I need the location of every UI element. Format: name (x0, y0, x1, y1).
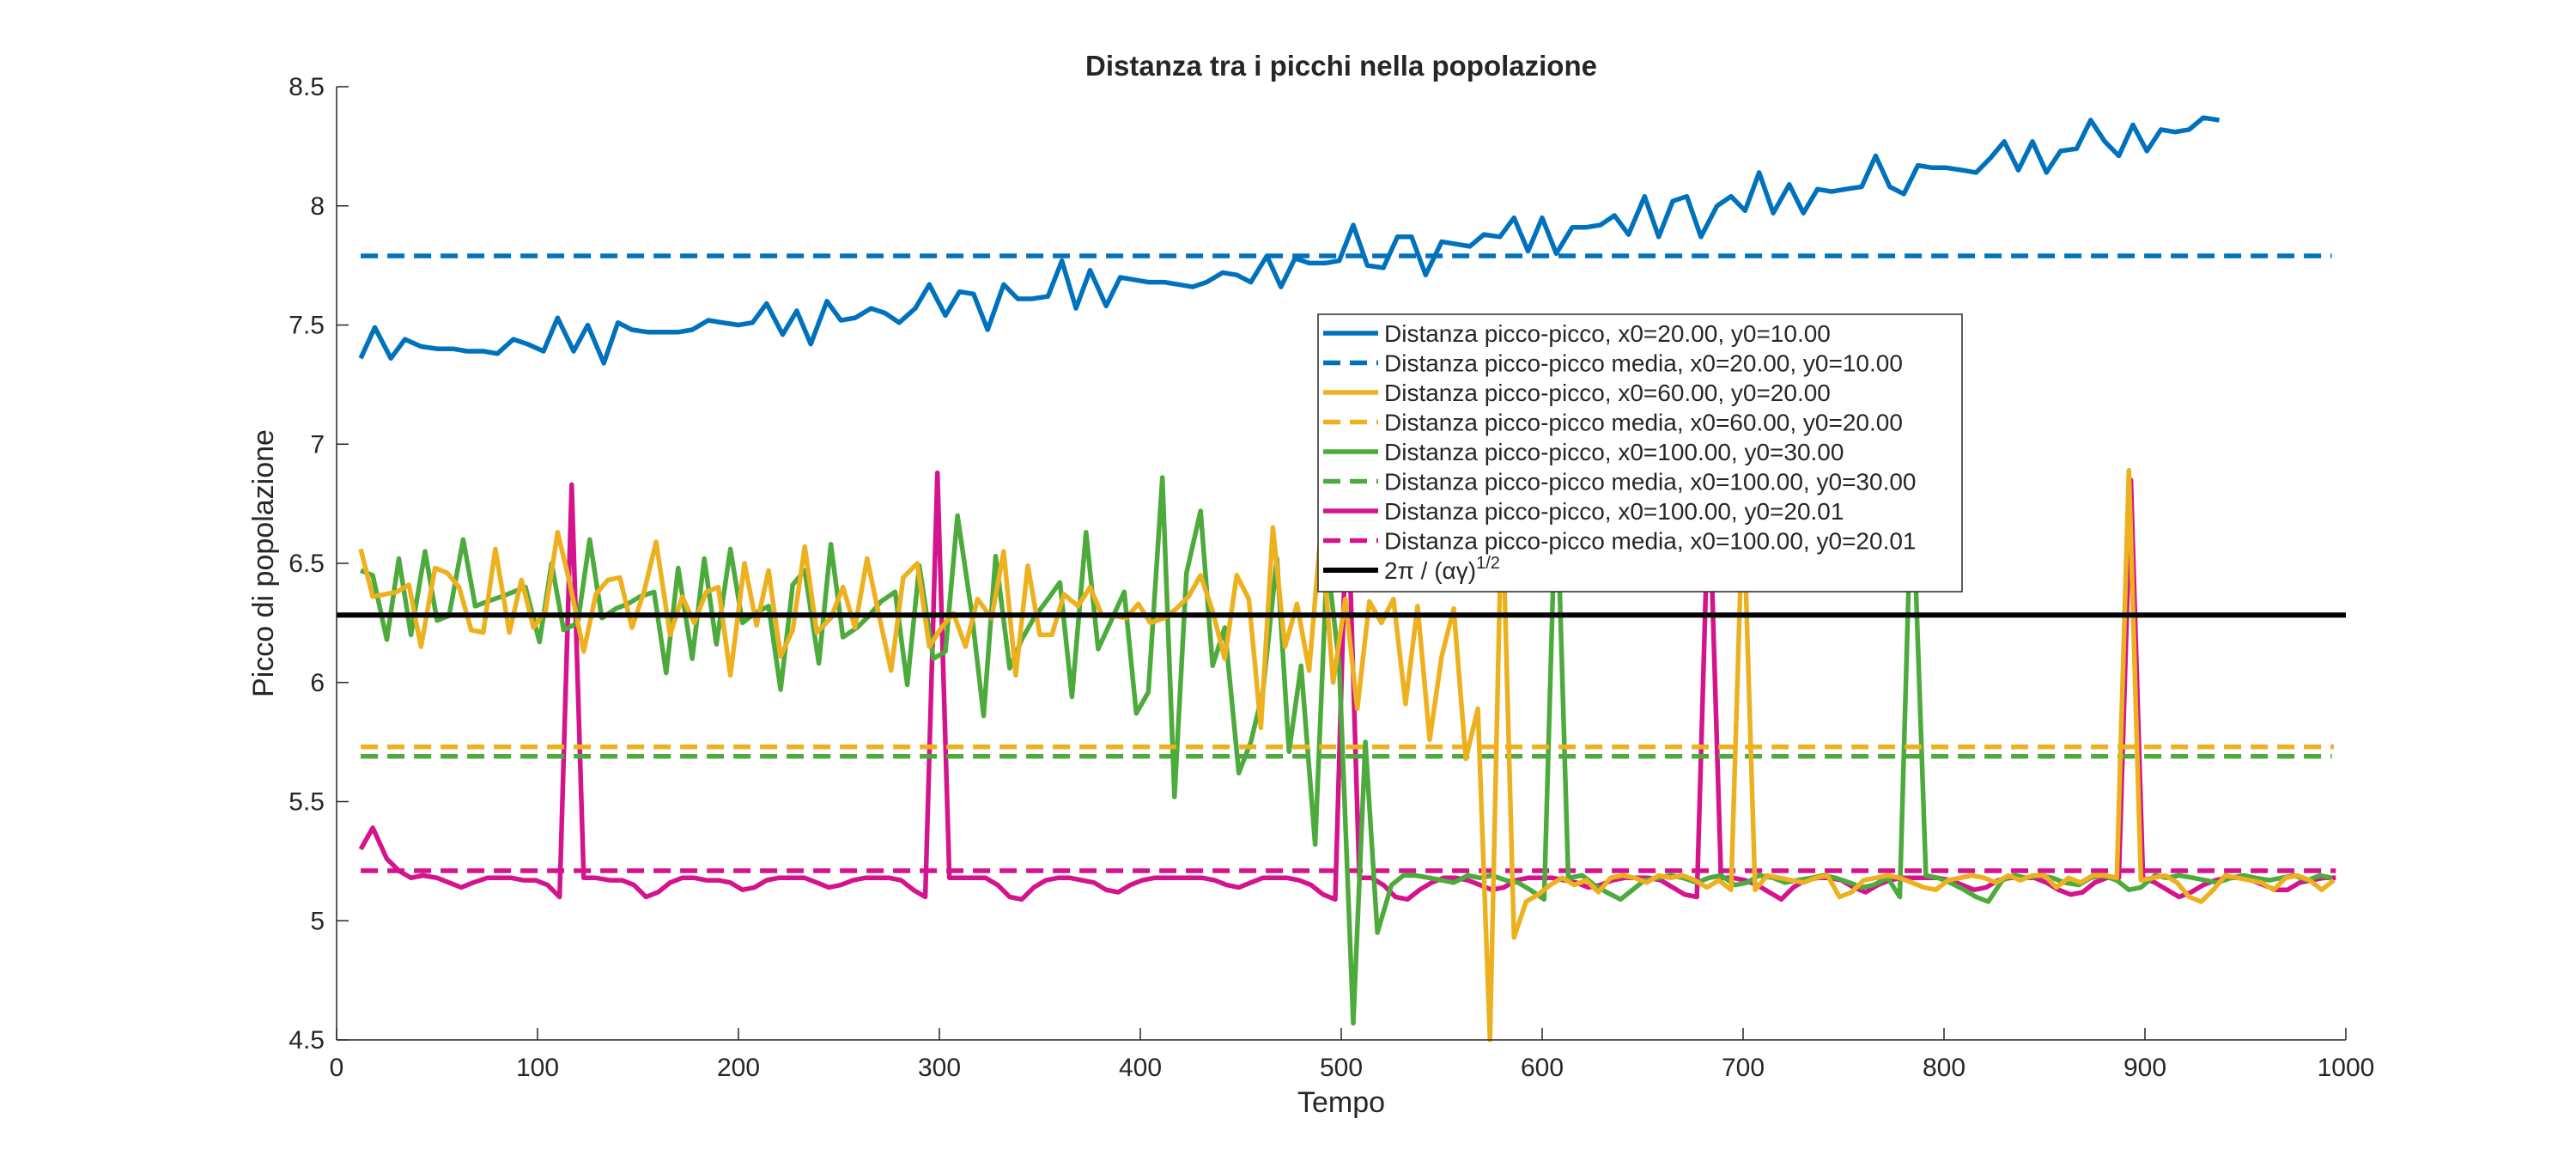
y-tick-label: 6.5 (289, 550, 325, 578)
legend-label: Distanza picco-picco media, x0=100.00, y… (1384, 528, 1917, 555)
y-tick-label: 7.5 (289, 312, 325, 340)
x-tick-label: 0 (330, 1054, 344, 1082)
y-tick-label: 5.5 (289, 788, 325, 817)
legend-label: Distanza picco-picco media, x0=20.00, y0… (1384, 350, 1903, 377)
legend-label-sup: 1/2 (1476, 554, 1500, 573)
legend-label: Distanza picco-picco, x0=60.00, y0=20.00 (1384, 380, 1831, 406)
x-tick-label: 900 (2123, 1054, 2166, 1082)
y-tick-label: 5 (310, 907, 325, 935)
legend-label: Distanza picco-picco, x0=100.00, y0=20.0… (1384, 498, 1844, 525)
y-tick-label: 6 (310, 669, 325, 697)
legend-label: Distanza picco-picco media, x0=60.00, y0… (1384, 410, 1903, 436)
y-tick-label: 7 (310, 430, 325, 459)
x-tick-label: 200 (717, 1054, 760, 1082)
legend-label: Distanza picco-picco media, x0=100.00, y… (1384, 469, 1917, 495)
legend-label: Distanza picco-picco, x0=100.00, y0=30.0… (1384, 439, 1844, 465)
x-tick-label: 300 (918, 1054, 961, 1082)
legend-label: Distanza picco-picco, x0=20.00, y0=10.00 (1384, 320, 1831, 347)
chart-title: Distanza tra i picchi nella popolazione (1085, 50, 1597, 82)
y-axis-label: Picco di popolazione (247, 429, 280, 697)
y-tick-label: 8.5 (289, 73, 325, 101)
x-tick-label: 600 (1521, 1054, 1564, 1082)
y-tick-label: 4.5 (289, 1026, 325, 1055)
x-tick-label: 400 (1119, 1054, 1162, 1082)
x-tick-label: 1000 (2318, 1054, 2375, 1082)
x-tick-label: 700 (1722, 1054, 1765, 1082)
x-axis-label: Tempo (1297, 1086, 1385, 1119)
y-tick-label: 8 (310, 192, 325, 221)
x-tick-label: 800 (1923, 1054, 1965, 1082)
x-tick-label: 500 (1320, 1054, 1363, 1082)
legend-label-main: 2π / (αγ) (1384, 557, 1476, 584)
legend: Distanza picco-picco, x0=20.00, y0=10.00… (1318, 314, 1962, 592)
x-tick-label: 100 (516, 1054, 559, 1082)
